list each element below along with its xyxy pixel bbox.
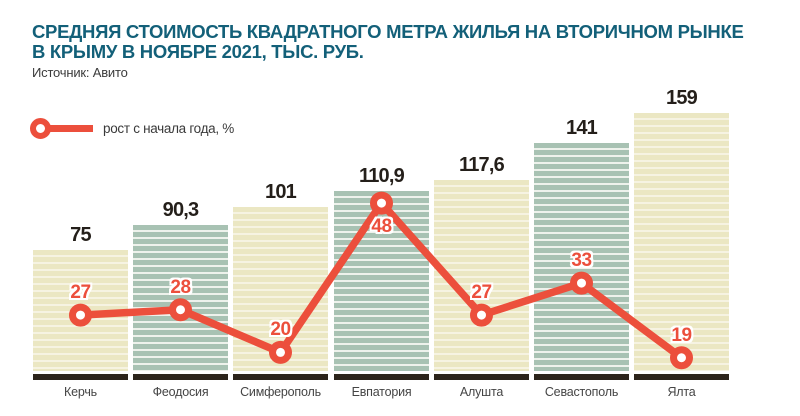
category-label-Евпатория: Евпатория [351,385,412,399]
line-value-label: 28 [170,276,191,298]
bar-value-label: 101 [265,181,297,204]
page-title-line2: В КРЫМУ В НОЯБРЕ 2021, ТЫС. РУБ. [32,41,364,62]
line-value-label: 48 [371,216,392,238]
x-axis-segment [133,374,228,380]
legend: рост с начала года, % [30,116,234,140]
bar-value-label: 110,9 [359,165,405,188]
bar-value-label: 141 [566,116,598,139]
x-axis-segment [33,374,128,380]
x-axis-segment [434,374,529,380]
legend-label: рост с начала года, % [103,120,234,136]
line-value-label: 19 [671,324,692,346]
category-label-Керчь: Керчь [64,385,97,399]
line-value-label: 27 [471,282,492,304]
category-label-Ялта: Ялта [667,385,696,399]
line-point-icon [30,117,51,139]
line-value-label: 27 [70,282,91,304]
page-title: СРЕДНЯЯ СТОИМОСТЬ КВАДРАТНОГО МЕТРА ЖИЛЬ… [32,22,744,62]
category-label-Феодосия: Феодосия [152,385,209,399]
legend-line-swatch [49,124,93,132]
page-title-line1: СРЕДНЯЯ СТОИМОСТЬ КВАДРАТНОГО МЕТРА ЖИЛЬ… [32,21,744,42]
x-axis-segment [334,374,429,380]
category-label-Симферополь: Симферополь [240,385,321,399]
line-value-label: 20 [270,319,291,341]
source-label: Источник: Авито [32,65,128,80]
x-axis-segment [233,374,328,380]
line-value-label: 33 [571,250,592,272]
bar-value-label: 159 [666,87,698,110]
category-label-Алушта: Алушта [459,385,504,399]
category-label-Севастополь: Севастополь [544,385,619,399]
x-axis-segment [534,374,629,380]
x-axis-segment [634,374,729,380]
bar-value-label: 117,6 [459,154,505,177]
